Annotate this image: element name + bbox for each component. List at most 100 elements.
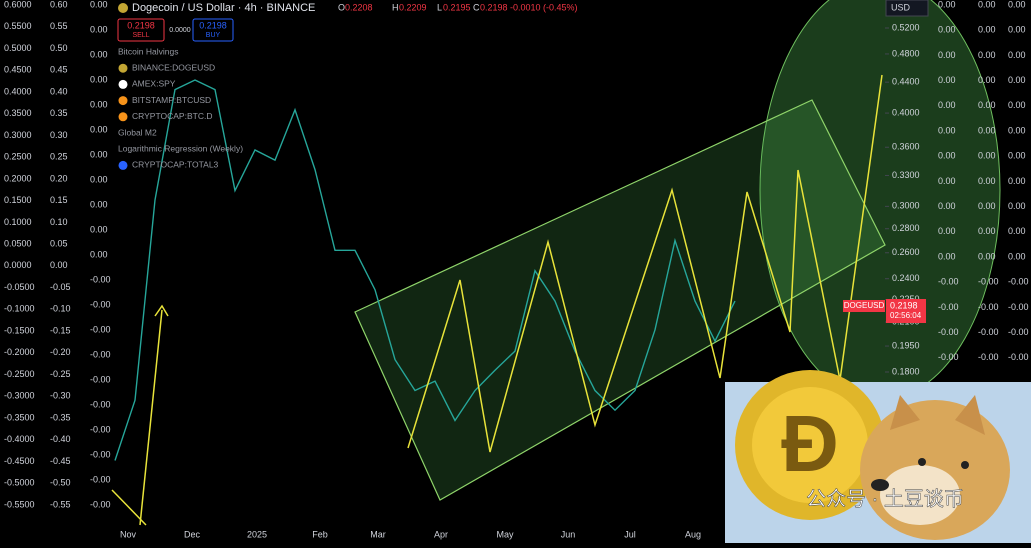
right-scale-label: 0.00 xyxy=(938,50,956,60)
left-scale-label: -0.4000 xyxy=(4,434,35,444)
left-scale-label: 0.2500 xyxy=(4,152,32,162)
legend-icon xyxy=(118,79,128,89)
left-scale-label: 0.15 xyxy=(50,195,68,205)
right-scale-label: 0.00 xyxy=(978,50,996,60)
left-scale-label: 0.00 xyxy=(90,24,108,34)
left-scale-label: -0.20 xyxy=(50,347,71,357)
arrow-head xyxy=(154,304,169,317)
left-scale-label: -0.30 xyxy=(50,391,71,401)
legend-item: CRYPTOCAP:BTC.D xyxy=(132,111,212,121)
legend-item: Global M2 xyxy=(118,127,157,137)
left-scale-label: -0.00 xyxy=(90,399,111,409)
left-scale-label: 0.00 xyxy=(90,199,108,209)
left-scale-label: 0.00 xyxy=(90,99,108,109)
time-label: Apr xyxy=(434,529,448,539)
price-tick-label: 0.3600 xyxy=(892,142,920,152)
currency-select[interactable]: USD xyxy=(885,0,929,17)
price-tick-label: 0.4800 xyxy=(892,48,920,58)
header: Dogecoin / US Dollar · 4h · BINANCE O 0.… xyxy=(117,2,578,42)
left-scale-label: -0.2000 xyxy=(4,347,35,357)
doge-image: Ð 公众号 · 土豆谈币 xyxy=(725,370,1031,543)
right-scale-label: 0.00 xyxy=(978,226,996,236)
right-scale-label: 0.00 xyxy=(938,201,956,211)
right-scale-label: -0.00 xyxy=(1008,277,1029,287)
price-tick-label: 0.2800 xyxy=(892,223,920,233)
left-scale-label: 0.60 xyxy=(50,0,68,9)
price-tick-label: 0.2600 xyxy=(892,247,920,257)
right-scale-label: 0.00 xyxy=(978,251,996,261)
left-scale-label: 0.1000 xyxy=(4,217,32,227)
price-tick-label: 0.2400 xyxy=(892,273,920,283)
left-scale-label: 0.00 xyxy=(90,74,108,84)
right-scale-label: 0.00 xyxy=(938,251,956,261)
tag-symbol: DOGEUSD xyxy=(844,301,885,310)
right-scale-label: 0.00 xyxy=(1008,176,1026,186)
buy-button[interactable] xyxy=(192,18,234,42)
time-label: 2025 xyxy=(247,529,267,539)
left-scale-label: 0.40 xyxy=(50,86,68,96)
legend-icon xyxy=(118,160,128,170)
left-scale-label: 0.00 xyxy=(50,260,68,270)
time-label: May xyxy=(496,529,514,539)
left-scale-label: -0.35 xyxy=(50,412,71,422)
right-scale-label: -0.00 xyxy=(978,327,999,337)
buy-price: 0.2198 xyxy=(199,20,227,30)
price-line xyxy=(114,79,736,461)
price-tick-label: 0.4400 xyxy=(892,77,920,87)
right-scale-label: -0.00 xyxy=(1008,302,1029,312)
watermark: 公众号 · 土豆谈币 xyxy=(806,487,964,510)
left-scale-label: 0.3000 xyxy=(4,130,32,140)
right-scale-label: 0.00 xyxy=(1008,100,1026,110)
right-scale-label: -0.00 xyxy=(938,302,959,312)
time-label: Nov xyxy=(120,529,137,539)
h-label: H xyxy=(392,2,399,12)
o-label: O xyxy=(338,2,345,12)
legend-item: CRYPTOCAP:TOTAL3 xyxy=(132,160,219,170)
sell-price: 0.2198 xyxy=(127,20,155,30)
legend-item: AMEX:SPY xyxy=(132,79,176,89)
legend-item: BINANCE:DOGEUSD xyxy=(132,62,215,72)
time-label: Dec xyxy=(184,529,201,539)
left-scale-label: 0.00 xyxy=(90,149,108,159)
legend-item: Bitcoin Halvings xyxy=(118,46,178,56)
right-scale-label: 0.00 xyxy=(938,151,956,161)
right-scale-label: 0.00 xyxy=(1008,75,1026,85)
right-scale-label: 0.00 xyxy=(978,100,996,110)
sell-button[interactable] xyxy=(117,18,165,42)
left-scale-label: -0.45 xyxy=(50,456,71,466)
left-scale-label: -0.4500 xyxy=(4,456,35,466)
left-scale-label: 0.55 xyxy=(50,21,68,31)
right-scale-label: 0.00 xyxy=(978,201,996,211)
symbol[interactable]: Dogecoin / US Dollar · 4h · BINANCE xyxy=(132,2,315,14)
arrow xyxy=(139,309,163,526)
left-scale-label: -0.1000 xyxy=(4,304,35,314)
right-scale-label: 0.00 xyxy=(938,100,956,110)
dog-ear xyxy=(955,395,985,435)
buy-label: BUY xyxy=(206,32,221,39)
left-scale-label: 0.6000 xyxy=(4,0,32,9)
coin-icon xyxy=(118,3,128,13)
left-scale-label: -0.55 xyxy=(50,499,71,509)
right-scale-label: -0.00 xyxy=(978,277,999,287)
price-tick-label: 0.1950 xyxy=(892,340,920,350)
left-scale-label: 0.5500 xyxy=(4,21,32,31)
left-scale-label: -0.0500 xyxy=(4,282,35,292)
right-scale-label: 0.00 xyxy=(938,75,956,85)
tag-price: 0.2198 xyxy=(890,300,918,310)
coin-symbol: Ð xyxy=(781,399,839,488)
tag-bg xyxy=(843,300,885,312)
right-scale-label: 0.00 xyxy=(938,25,956,35)
dog-muzzle xyxy=(880,465,960,525)
l-label: L xyxy=(437,2,442,12)
legend-icon xyxy=(118,112,128,122)
left-scale-label: -0.15 xyxy=(50,325,71,335)
left-scale-label: -0.00 xyxy=(90,499,111,509)
left-scale-label: -0.00 xyxy=(90,449,111,459)
right-scale-label: 0.00 xyxy=(978,176,996,186)
change: -0.0010 (-0.45%) xyxy=(510,2,578,12)
left-scale-label: 0.05 xyxy=(50,239,68,249)
time-label: Feb xyxy=(312,529,328,539)
left-scale-label: -0.25 xyxy=(50,369,71,379)
right-scale-label: -0.00 xyxy=(1008,327,1029,337)
